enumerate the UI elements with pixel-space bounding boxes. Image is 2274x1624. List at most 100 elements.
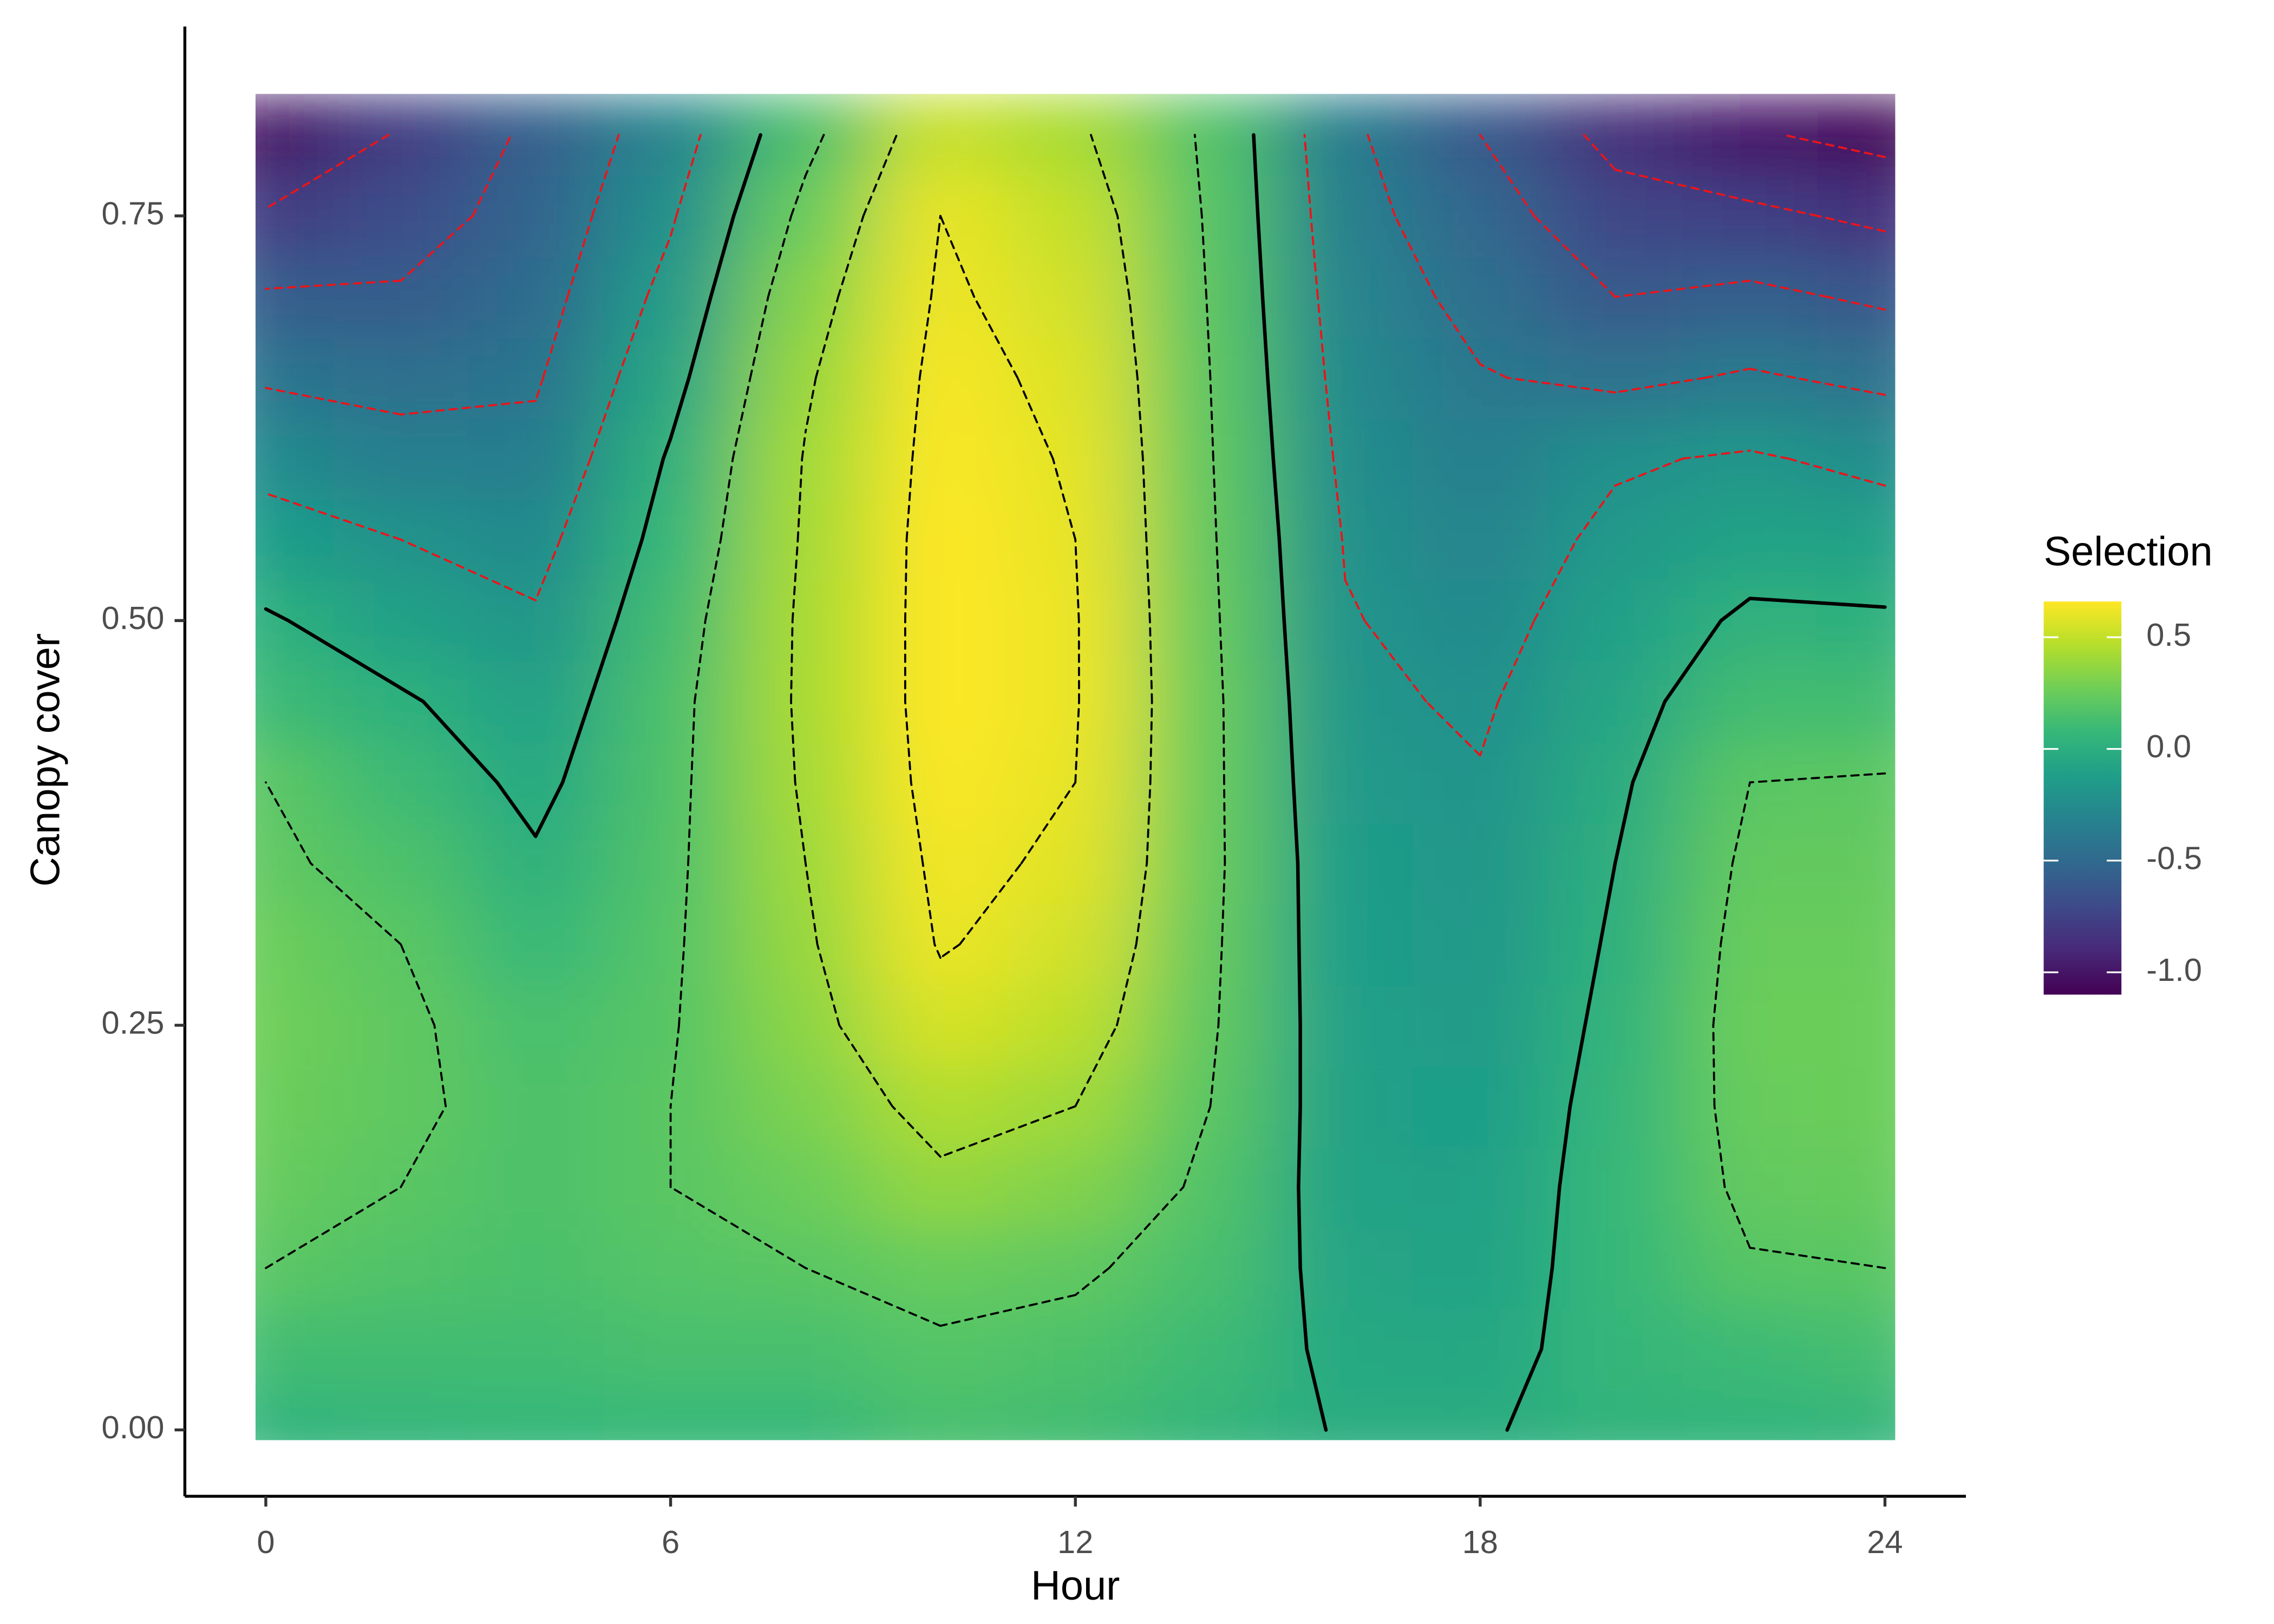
heat-cell (1682, 1147, 1819, 1229)
heat-cell (603, 418, 739, 500)
heat-cell (255, 1308, 334, 1391)
heat-cell (1413, 499, 1548, 581)
heat-cell (1142, 499, 1279, 581)
heat-cell (873, 742, 1009, 824)
heat-cell (1008, 337, 1144, 419)
heat-cell (1008, 175, 1144, 257)
heat-cell (1547, 337, 1683, 419)
heat-cell (468, 661, 604, 743)
heat-cell (603, 903, 739, 986)
heat-cell (1278, 175, 1414, 257)
heat-cell (1413, 175, 1548, 257)
legend-tick-label: 0.5 (2146, 617, 2191, 653)
heat-cell (873, 499, 1009, 581)
contour-line (265, 134, 1886, 416)
heat-cell (255, 337, 334, 419)
heat-cell (603, 985, 739, 1067)
heat-cell (1547, 175, 1683, 257)
heat-cell (1682, 580, 1819, 662)
heat-cell (738, 175, 874, 257)
heat-cell (873, 580, 1009, 662)
heat-cell (255, 661, 334, 743)
heat-cell (1142, 1147, 1279, 1229)
heat-cell (255, 1147, 334, 1229)
heat-cell (1142, 903, 1279, 986)
heat-cell (873, 661, 1009, 743)
heat-cell (603, 742, 739, 824)
heat-cell (603, 175, 739, 257)
heat-cell (1142, 985, 1279, 1067)
heat-cell (603, 256, 739, 338)
heat-cell (468, 985, 604, 1067)
heat-cell (255, 985, 334, 1067)
heat-cell (1142, 742, 1279, 824)
heat-cell (1413, 580, 1548, 662)
heat-cell (873, 1308, 1009, 1391)
legend-tick-label: 0.0 (2146, 728, 2191, 764)
heat-cell (255, 1065, 334, 1148)
heat-cell (468, 903, 604, 986)
heat-cell (1817, 985, 1896, 1067)
heat-cell (333, 742, 469, 824)
heat-cell (333, 175, 469, 257)
heat-cell (1547, 661, 1683, 743)
heat-cell (1142, 1308, 1279, 1391)
heat-cell (1682, 94, 1819, 176)
heat-cell (1008, 256, 1144, 338)
heat-cell (1682, 175, 1819, 257)
heat-cell (603, 337, 739, 419)
heat-cell (255, 1389, 334, 1440)
heat-cell (1142, 661, 1279, 743)
heat-cell (1682, 1227, 1819, 1309)
heat-cell (738, 903, 874, 986)
heat-cell (1413, 1147, 1548, 1229)
contour-line (264, 133, 1887, 1432)
contour-line (265, 134, 1886, 1327)
heat-cell (603, 94, 739, 176)
legend-title: Selection (2044, 528, 2213, 574)
contour-line (265, 134, 1886, 233)
contour-line (265, 134, 1886, 311)
heat-cell (738, 499, 874, 581)
heat-cell (1682, 1308, 1819, 1391)
x-tick-label: 18 (1462, 1524, 1498, 1560)
contours (264, 133, 1887, 1432)
heat-cell (1547, 742, 1683, 824)
heat-cell (1817, 661, 1896, 743)
heat-cell (603, 499, 739, 581)
heat-cell (1413, 337, 1548, 419)
heat-cell (1547, 418, 1683, 500)
heat-cell (333, 418, 469, 500)
heat-cell (333, 1227, 469, 1309)
heat-cell (255, 903, 334, 986)
heat-cell (468, 499, 604, 581)
heat-cell (1817, 903, 1896, 986)
heat-cell (333, 580, 469, 662)
heat-cell (255, 823, 334, 905)
heat-cell (1413, 1227, 1548, 1309)
heat-cell (255, 256, 334, 338)
heat-cell (1547, 499, 1683, 581)
heat-cell (1413, 1065, 1548, 1148)
heat-cell (1278, 661, 1414, 743)
heat-cell (468, 256, 604, 338)
heat-cell (873, 985, 1009, 1067)
heat-cell (333, 1389, 469, 1440)
heat-cell (333, 985, 469, 1067)
heat-cell (873, 1389, 1009, 1440)
heat-cell (1278, 418, 1414, 500)
y-tick-label: 0.50 (101, 600, 164, 636)
heat-cell (1413, 418, 1548, 500)
heat-cell (1278, 1308, 1414, 1391)
heat-cell (333, 94, 469, 176)
heat-cell (1278, 256, 1414, 338)
heat-cell (1682, 1389, 1819, 1440)
heat-cell (1547, 580, 1683, 662)
legend-colorbar (2043, 601, 2122, 995)
heat-cell (1008, 418, 1144, 500)
heat-cell (468, 175, 604, 257)
heat-cell (468, 1147, 604, 1229)
heat-cell (1817, 1308, 1896, 1391)
heat-cell (1817, 1065, 1896, 1148)
